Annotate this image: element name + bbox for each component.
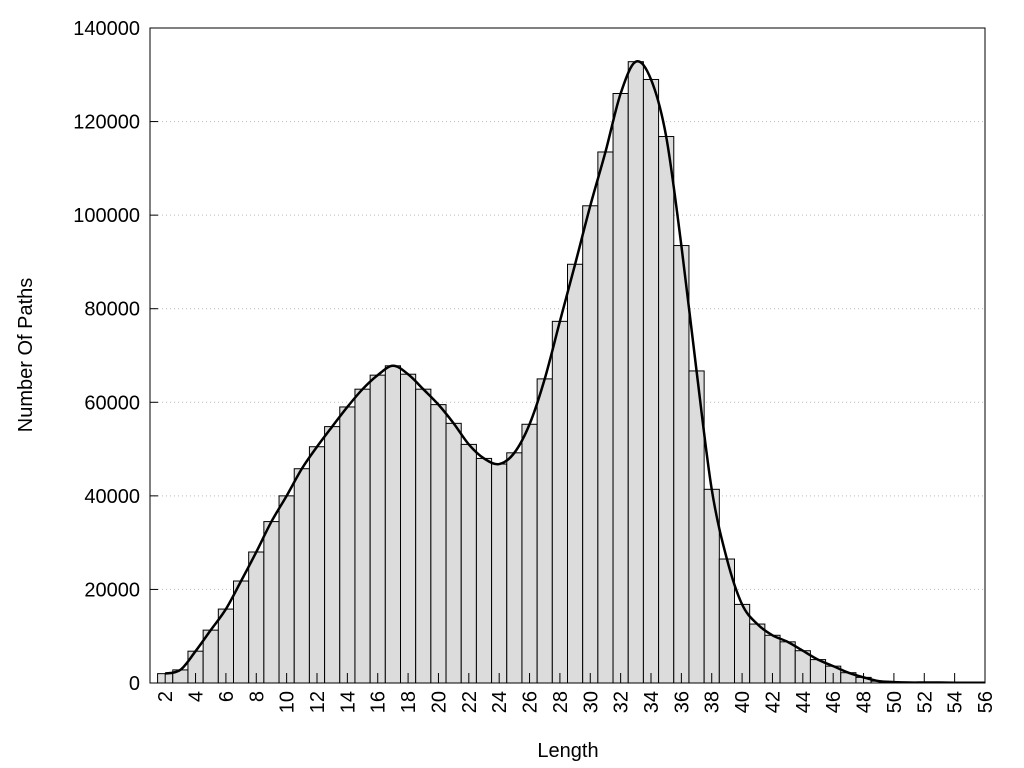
- bar: [734, 603, 751, 683]
- bars: [157, 60, 985, 683]
- x-tick-label: 48: [854, 691, 876, 713]
- bar: [233, 580, 250, 683]
- bar: [491, 463, 508, 683]
- x-tick-label: 32: [611, 691, 633, 713]
- bar: [324, 426, 341, 683]
- y-axis-label: Number Of Paths: [15, 278, 37, 433]
- y-tick-label: 60000: [84, 392, 140, 414]
- bar: [658, 136, 675, 683]
- plot-frame: [149, 27, 986, 684]
- x-tick-label: 38: [702, 691, 724, 713]
- x-axis-label: Length: [537, 740, 598, 762]
- bar: [642, 78, 660, 683]
- x-tick-label: 36: [671, 691, 693, 713]
- x-tick-label: 14: [337, 691, 359, 713]
- bar: [384, 365, 401, 683]
- y-tick-label: 100000: [73, 205, 140, 227]
- x-tick-label: 2: [155, 691, 177, 702]
- x-tick-label: 30: [580, 691, 602, 713]
- bar: [217, 608, 234, 683]
- y-tick-label: 20000: [84, 579, 140, 601]
- x-tick-label: 46: [823, 691, 845, 713]
- y-tick-label: 80000: [84, 299, 140, 321]
- y-tick-label: 0: [129, 673, 140, 695]
- bar: [551, 320, 568, 683]
- bar: [521, 423, 538, 683]
- x-tick-label: 12: [307, 691, 329, 713]
- x-tick-label: 28: [550, 691, 572, 713]
- smooth-curve: [164, 60, 985, 683]
- bar: [248, 551, 265, 683]
- bar: [354, 388, 371, 683]
- x-tick-label: 8: [246, 691, 268, 702]
- bar: [506, 452, 523, 683]
- x-tick-label: 24: [489, 691, 511, 713]
- x-tick-label: 4: [186, 691, 208, 702]
- bar: [369, 374, 386, 683]
- y-tick-label: 40000: [84, 486, 140, 508]
- bar: [673, 245, 690, 683]
- bar: [430, 404, 447, 683]
- bar: [460, 443, 477, 683]
- x-tick-label: 16: [368, 691, 390, 713]
- bar: [400, 373, 417, 683]
- x-tick-label: 26: [520, 691, 542, 713]
- bar: [567, 263, 584, 683]
- bar: [749, 623, 766, 683]
- bar: [308, 446, 326, 683]
- x-tick-label: 56: [975, 691, 997, 713]
- x-tick-label: 18: [398, 691, 420, 713]
- bar: [475, 457, 493, 683]
- x-tick-label: 52: [914, 691, 936, 713]
- x-tick-label: 50: [884, 691, 906, 713]
- overlay: 0 20000 40000 60000 80000 100000 120000 140000 2…: [73, 18, 997, 713]
- bar: [293, 468, 310, 683]
- x-tick-label: 6: [216, 691, 238, 702]
- bar: [779, 641, 796, 683]
- x-tick-label: 22: [459, 691, 481, 713]
- y-tick-label: 120000: [73, 112, 140, 134]
- bar: [627, 61, 644, 683]
- x-tick-label: 44: [793, 691, 815, 713]
- x-tick-label: 34: [641, 691, 663, 713]
- bar: [612, 93, 629, 683]
- bar: [582, 205, 599, 683]
- bar: [597, 151, 614, 683]
- bar: [339, 406, 356, 683]
- x-tick-label: 42: [762, 691, 784, 713]
- bar: [536, 378, 553, 683]
- x-tick-label: 20: [428, 691, 450, 713]
- bar: [415, 388, 432, 683]
- bar: [445, 422, 462, 683]
- y-tick-label: 140000: [73, 18, 140, 40]
- x-tick-label: 40: [732, 691, 754, 713]
- bar: [278, 495, 295, 683]
- x-tick-label: 54: [945, 691, 967, 713]
- x-tick-label: 10: [277, 691, 299, 713]
- bar: [263, 521, 280, 683]
